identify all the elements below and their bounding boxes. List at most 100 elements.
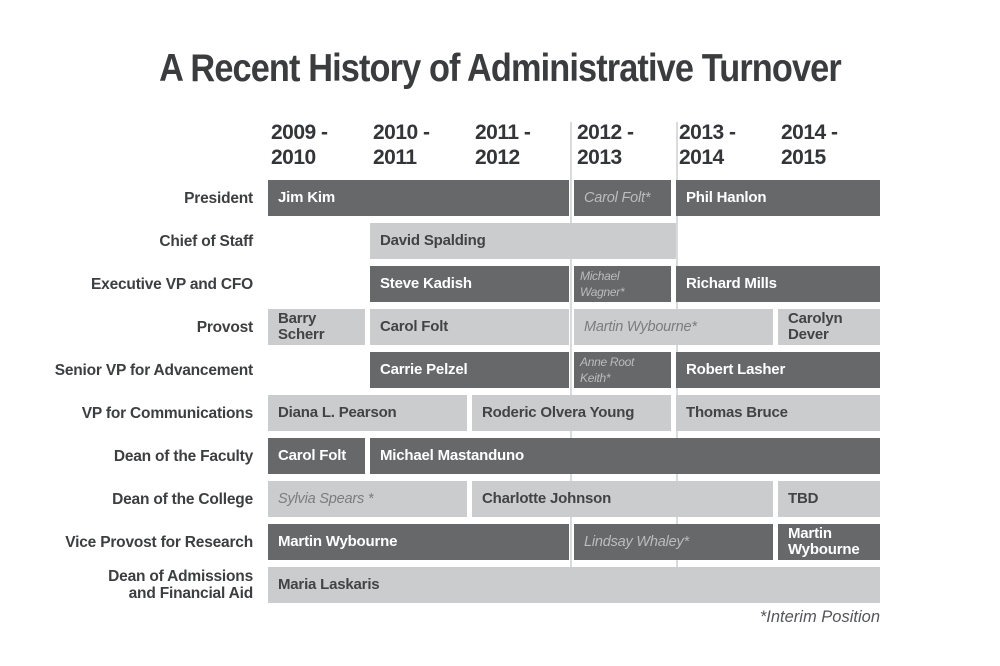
column-header: 2009 -2010 <box>268 120 370 170</box>
column-header: 2012 -2013 <box>574 120 676 170</box>
column-header-line: 2012 - <box>577 121 634 144</box>
tenure-name: Lindsay Whaley* <box>584 534 689 550</box>
column-header: 2011 -2012 <box>472 120 574 170</box>
row-label: Senior VP for Advancement <box>0 352 268 388</box>
row-timeline: Sylvia Spears * Charlotte Johnson TBD <box>268 481 880 517</box>
column-header-line: 2014 - <box>781 121 838 144</box>
tenure-name: Martin Wybourne <box>278 533 398 550</box>
tenure-name: Steve Kadish <box>380 275 472 292</box>
tenure-bar: Steve Kadish <box>370 266 569 302</box>
chart-row: Senior VP for Advancement Carrie Pelzel An… <box>0 352 880 388</box>
tenure-name: Charlotte Johnson <box>482 490 612 507</box>
tenure-name: Martin Wybourne <box>788 525 860 558</box>
tenure-bar: Martin Wybourne* <box>574 309 773 345</box>
chart-row: Vice Provost for Research Martin Wybourne… <box>0 524 880 560</box>
row-label: Dean of Admissions and Financial Aid <box>0 567 268 603</box>
chart-row: Dean of the College Sylvia Spears * Charlo… <box>0 481 880 517</box>
column-header: 2010 -2011 <box>370 120 472 170</box>
tenure-name: Sylvia Spears * <box>278 491 374 507</box>
tenure-name: Michael Wagner* <box>580 269 625 299</box>
row-timeline: Maria Laskaris <box>268 567 880 603</box>
tenure-name: Carrie Pelzel <box>380 361 468 378</box>
tenure-name: TBD <box>788 490 819 507</box>
tenure-bar: TBD <box>778 481 880 517</box>
row-label: President <box>0 180 268 216</box>
row-timeline: Carrie Pelzel Anne Root Keith* Robert Lash… <box>268 352 880 388</box>
tenure-bar: Carol Folt* <box>574 180 671 216</box>
column-header-line: 2010 - <box>373 121 430 144</box>
row-timeline: Steve Kadish Michael Wagner* Richard Mills <box>268 266 880 302</box>
row-label-line: Dean of the Faculty <box>113 447 253 465</box>
row-label-line: Vice Provost for Research <box>65 533 253 551</box>
tenure-bar: Charlotte Johnson <box>472 481 773 517</box>
row-timeline: Carol Folt Michael Mastanduno <box>268 438 880 474</box>
year-columns: 2009 -2010 2010 -2011 2011 -2012 2012 -2013… <box>268 120 880 170</box>
tenure-bar: Phil Hanlon <box>676 180 880 216</box>
row-label-line: Senior VP for Advancement <box>54 361 253 379</box>
tenure-bar: Martin Wybourne <box>268 524 569 560</box>
column-header-line: 2009 - <box>271 121 328 144</box>
row-label-line: Executive VP and CFO <box>91 275 253 293</box>
row-label-line: Provost <box>196 318 254 336</box>
column-header-line: 2011 <box>373 146 417 169</box>
chart-rows: President Jim Kim Carol Folt* Phil Hanlon Ch… <box>0 180 880 610</box>
tenure-bar: Martin Wybourne <box>778 524 880 560</box>
chart-row: Dean of Admissions and Financial Aid Maria… <box>0 567 880 603</box>
tenure-name: Carol Folt <box>380 318 448 335</box>
column-divider-left-of-2012 <box>570 122 572 603</box>
tenure-bar: Diana L. Pearson <box>268 395 467 431</box>
row-timeline: Martin Wybourne Lindsay Whaley* Martin Wyb… <box>268 524 880 560</box>
tenure-bar: Roderic Olvera Young <box>472 395 671 431</box>
tenure-bar: Anne Root Keith* <box>574 352 671 388</box>
tenure-bar: Thomas Bruce <box>676 395 880 431</box>
tenure-name: Diana L. Pearson <box>278 404 397 421</box>
tenure-name: Thomas Bruce <box>686 404 788 421</box>
row-timeline: Diana L. Pearson Roderic Olvera Young Thom… <box>268 395 880 431</box>
row-timeline: Barry Scherr Carol Folt Martin Wybourne* Ca… <box>268 309 880 345</box>
chart-row: Chief of Staff David Spalding <box>0 223 880 259</box>
tenure-name: Carol Folt <box>278 447 346 464</box>
chart-row: VP for Communications Diana L. Pearson Rod… <box>0 395 880 431</box>
tenure-name: Barry Scherr <box>278 310 325 343</box>
chart-row: Executive VP and CFO Steve Kadish Michael … <box>0 266 880 302</box>
column-header-line: 2013 - <box>679 121 736 144</box>
row-label: Dean of the College <box>0 481 268 517</box>
tenure-name: Anne Root Keith* <box>580 355 635 385</box>
row-label-line: and Financial Aid <box>128 585 254 602</box>
tenure-bar: Lindsay Whaley* <box>574 524 773 560</box>
tenure-bar: David Spalding <box>370 223 676 259</box>
tenure-name: Carolyn Dever <box>788 310 843 343</box>
tenure-bar: Richard Mills <box>676 266 880 302</box>
tenure-name: Michael Mastanduno <box>380 447 524 464</box>
tenure-bar: Carol Folt <box>268 438 365 474</box>
column-header: 2013 -2014 <box>676 120 778 170</box>
tenure-bar: Michael Wagner* <box>574 266 671 302</box>
tenure-bar: Michael Mastanduno <box>370 438 880 474</box>
row-label: VP for Communications <box>0 395 268 431</box>
tenure-name: Roderic Olvera Young <box>482 404 635 421</box>
row-label-line: President <box>184 189 253 207</box>
row-timeline: David Spalding <box>268 223 880 259</box>
chart-row: Dean of the Faculty Carol Folt Michael Mas… <box>0 438 880 474</box>
tenure-name: Richard Mills <box>686 275 777 292</box>
row-label-line: Dean of the College <box>112 490 253 508</box>
tenure-bar: Barry Scherr <box>268 309 365 345</box>
chart-row: Provost Barry Scherr Carol Folt Martin Wybo… <box>0 309 880 345</box>
tenure-name: Carol Folt* <box>584 190 651 206</box>
tenure-bar: Robert Lasher <box>676 352 880 388</box>
row-label-line: Chief of Staff <box>159 232 253 250</box>
column-header-line: 2014 <box>679 146 724 169</box>
column-header-line: 2015 <box>781 146 826 169</box>
row-label: Provost <box>0 309 268 345</box>
tenure-name: David Spalding <box>380 232 486 249</box>
row-label-line: VP for Communications <box>81 404 253 422</box>
row-label: Chief of Staff <box>0 223 268 259</box>
tenure-name: Maria Laskaris <box>278 576 380 593</box>
column-header-line: 2013 <box>577 146 622 169</box>
tenure-name: Jim Kim <box>278 189 335 206</box>
row-label: Vice Provost for Research <box>0 524 268 560</box>
column-header-line: 2011 - <box>475 121 531 144</box>
interim-footnote: *Interim Position <box>759 608 880 626</box>
column-header-line: 2010 <box>271 146 316 169</box>
